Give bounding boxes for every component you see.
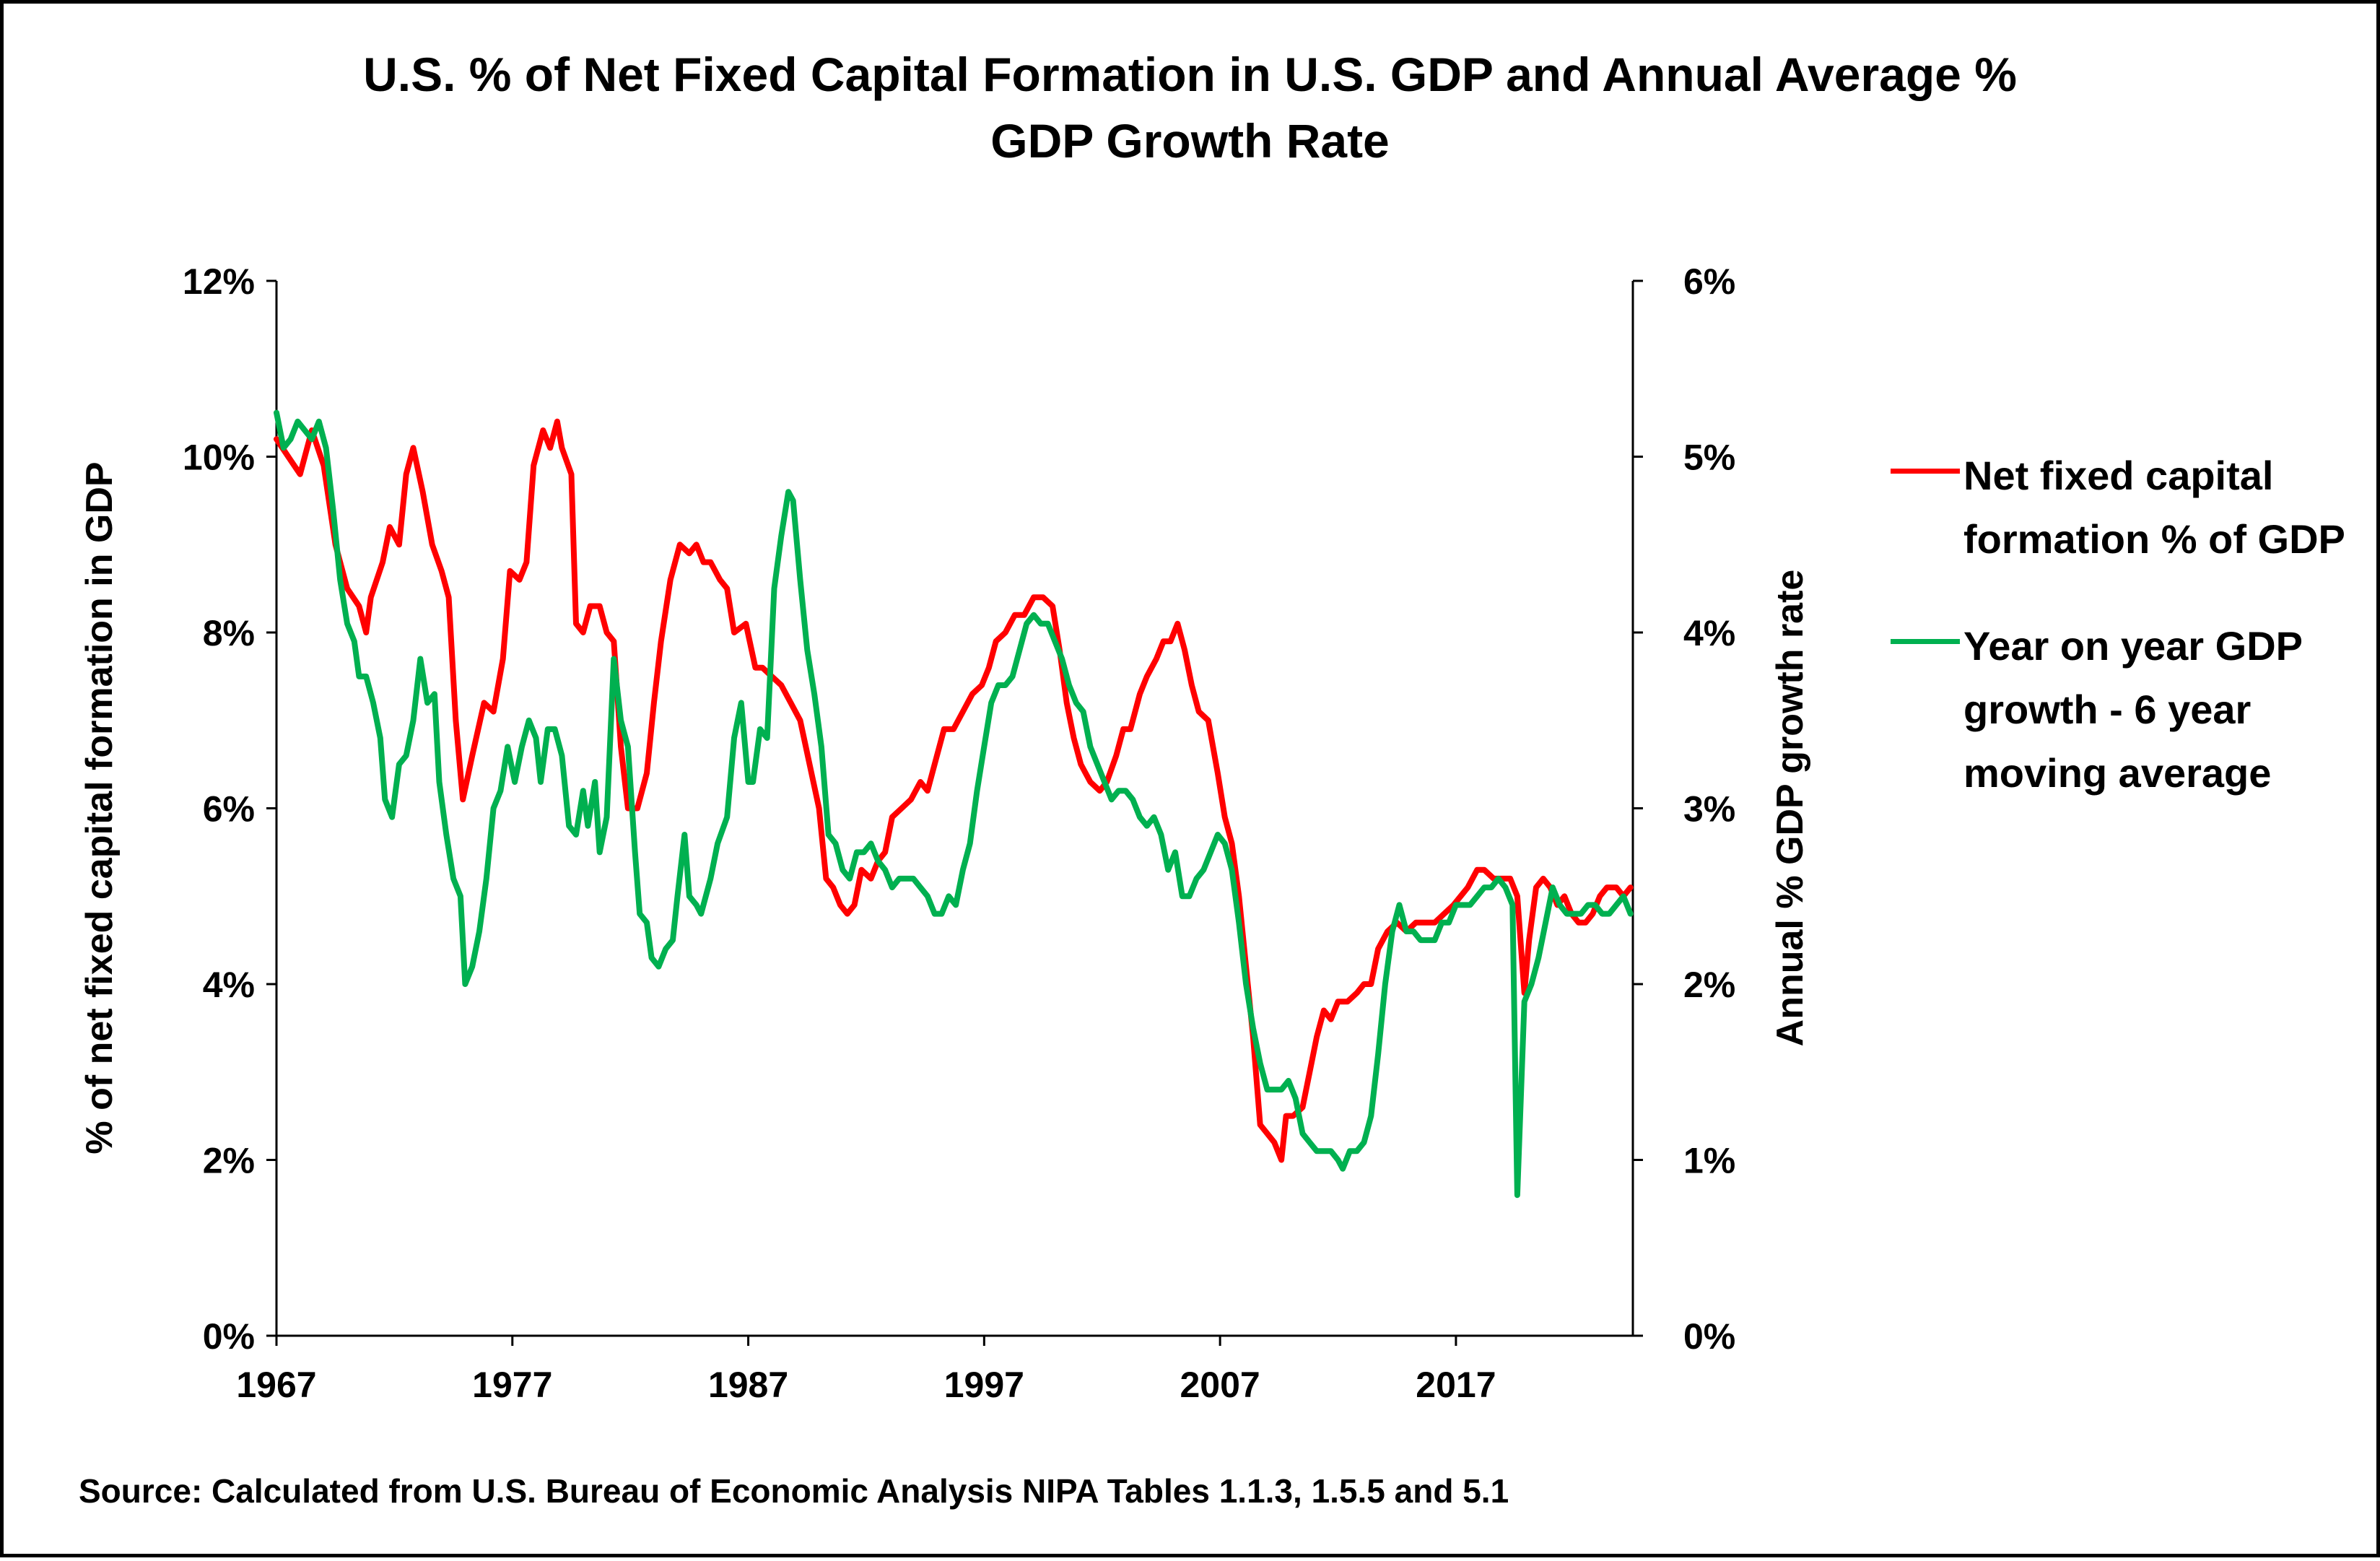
left-tick-label: 8% bbox=[203, 613, 255, 653]
legend-swatch-green bbox=[1891, 639, 1960, 644]
axes bbox=[275, 281, 1634, 1337]
left-axis-title: % of net fixed capital formation in GDP bbox=[79, 461, 121, 1154]
left-tick-label: 12% bbox=[183, 261, 255, 302]
right-tick-label: 5% bbox=[1683, 438, 1735, 478]
right-tick-label: 1% bbox=[1683, 1141, 1735, 1181]
legend-item-gdp-growth: Year on year GDP growth - 6 year moving … bbox=[1880, 614, 2357, 805]
right-tick-label: 6% bbox=[1683, 261, 1735, 302]
right-axis-title: Annual % GDP growth rate bbox=[1769, 570, 1811, 1047]
legend: Net fixed capital formation % of GDP Yea… bbox=[1880, 444, 2357, 848]
x-tick-label: 1997 bbox=[944, 1365, 1024, 1405]
right-tick-label: 2% bbox=[1683, 965, 1735, 1005]
source-note: Source: Calculated from U.S. Bureau of E… bbox=[79, 1472, 1509, 1510]
series-line-gdp-growth bbox=[274, 409, 1634, 1199]
legend-label: Net fixed capital formation % of GDP bbox=[1963, 453, 2345, 562]
ticks: 0% 2% 4% 6% 8% 10% 12% 0% 1% 2% 3% 4% 5% 6% 1967 1977 19… bbox=[183, 261, 1735, 1405]
right-tick-label: 3% bbox=[1683, 789, 1735, 830]
x-tick-label: 1967 bbox=[236, 1365, 316, 1405]
x-tick-label: 2017 bbox=[1416, 1365, 1496, 1405]
x-tick-label: 1987 bbox=[708, 1365, 788, 1405]
chart-title-line-1: U.S. % of Net Fixed Capital Formation in… bbox=[363, 48, 2017, 101]
right-tick-label: 4% bbox=[1683, 613, 1735, 653]
legend-label: Year on year GDP growth - 6 year moving … bbox=[1963, 623, 2302, 796]
x-tick-label: 1977 bbox=[472, 1365, 552, 1405]
chart-title-line-2: GDP Growth Rate bbox=[990, 114, 1390, 168]
left-tick-label: 0% bbox=[203, 1316, 255, 1357]
left-tick-label: 6% bbox=[203, 789, 255, 830]
plot-area: 0% 2% 4% 6% 8% 10% 12% 0% 1% 2% 3% 4% 5% 6% 1967 1977 19… bbox=[79, 261, 1811, 1405]
chart-title: U.S. % of Net Fixed Capital Formation in… bbox=[4, 41, 2376, 174]
legend-item-net-fixed-capital: Net fixed capital formation % of GDP bbox=[1880, 444, 2357, 571]
series bbox=[274, 409, 1634, 1199]
legend-swatch-red bbox=[1891, 469, 1960, 474]
series-line-net-fixed-capital bbox=[274, 418, 1634, 1163]
left-tick-label: 2% bbox=[203, 1141, 255, 1181]
right-tick-label: 0% bbox=[1683, 1316, 1735, 1357]
left-tick-label: 4% bbox=[203, 965, 255, 1005]
left-tick-label: 10% bbox=[183, 438, 255, 478]
x-tick-label: 2007 bbox=[1180, 1365, 1260, 1405]
